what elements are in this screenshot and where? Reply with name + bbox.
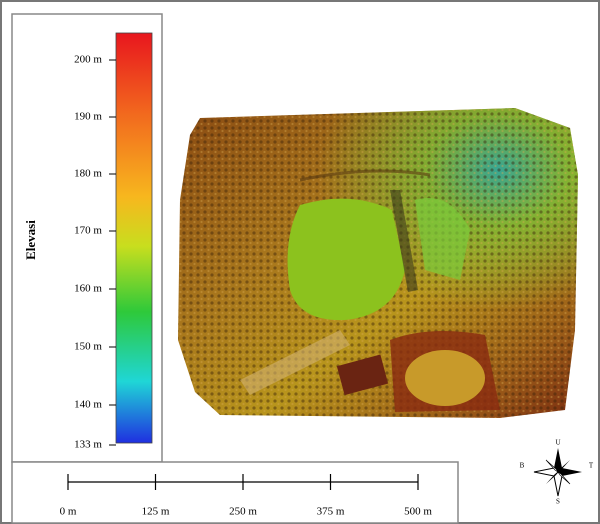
compass-east: T: [589, 462, 594, 470]
legend-tick-label: 150 m: [74, 341, 102, 353]
legend-tick-label: 140 m: [74, 399, 102, 411]
color-bar: [116, 33, 152, 443]
scale-label: 250 m: [229, 506, 257, 518]
legend-tick-label: 200 m: [74, 54, 102, 66]
scale-label: 125 m: [142, 506, 170, 518]
compass-north: U: [555, 439, 560, 447]
page: Elevasi 200 m 190 m 180 m 170 m 160 m 150 m 14…: [0, 0, 600, 524]
legend-title: Elevasi: [23, 220, 38, 260]
scale-label: 500 m: [404, 506, 432, 518]
compass-west: B: [520, 462, 525, 470]
legend-tick-label: 180 m: [74, 168, 102, 180]
orthophoto: [178, 108, 578, 418]
legend-tick-label: 190 m: [74, 111, 102, 123]
map-view: Elevasi 200 m 190 m 180 m 170 m 160 m 150 m 14…: [0, 0, 600, 524]
legend-tick-label: 160 m: [74, 283, 102, 295]
scale-label: 0 m: [60, 506, 77, 518]
scale-label: 375 m: [317, 506, 345, 518]
legend-tick-label: 133 m: [74, 439, 102, 451]
legend-tick-label: 170 m: [74, 225, 102, 237]
compass-south: S: [556, 498, 560, 506]
